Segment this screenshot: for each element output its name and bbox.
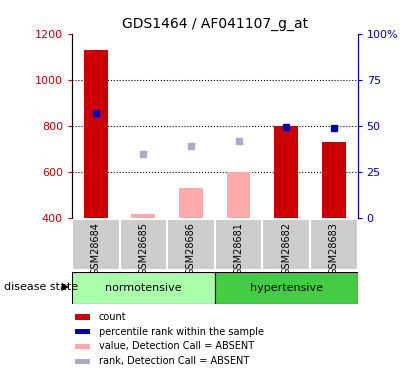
- Bar: [75, 358, 90, 364]
- Text: GSM28685: GSM28685: [139, 222, 148, 275]
- Text: GSM28682: GSM28682: [281, 222, 291, 275]
- Bar: [215, 272, 358, 304]
- Text: GSM28683: GSM28683: [329, 222, 339, 275]
- Bar: [322, 142, 346, 218]
- Text: value, Detection Call = ABSENT: value, Detection Call = ABSENT: [99, 342, 254, 351]
- Text: GSM28686: GSM28686: [186, 222, 196, 275]
- Text: count: count: [99, 312, 127, 322]
- Text: disease state: disease state: [4, 282, 78, 292]
- Title: GDS1464 / AF041107_g_at: GDS1464 / AF041107_g_at: [122, 17, 308, 32]
- Bar: [179, 188, 203, 218]
- Bar: [72, 219, 120, 270]
- Bar: [84, 50, 108, 217]
- Bar: [262, 219, 310, 270]
- Bar: [167, 219, 215, 270]
- Bar: [310, 219, 358, 270]
- Text: percentile rank within the sample: percentile rank within the sample: [99, 327, 264, 337]
- Bar: [75, 314, 90, 320]
- Bar: [75, 344, 90, 349]
- Text: rank, Detection Call = ABSENT: rank, Detection Call = ABSENT: [99, 356, 249, 366]
- Polygon shape: [62, 283, 69, 291]
- Bar: [120, 219, 167, 270]
- Bar: [132, 214, 155, 217]
- Text: hypertensive: hypertensive: [249, 283, 323, 293]
- Bar: [226, 172, 250, 217]
- Bar: [274, 126, 298, 218]
- Bar: [72, 272, 215, 304]
- Bar: [215, 219, 262, 270]
- Text: normotensive: normotensive: [105, 283, 182, 293]
- Text: GSM28684: GSM28684: [91, 222, 101, 275]
- Text: GSM28681: GSM28681: [233, 222, 244, 275]
- Bar: [75, 329, 90, 334]
